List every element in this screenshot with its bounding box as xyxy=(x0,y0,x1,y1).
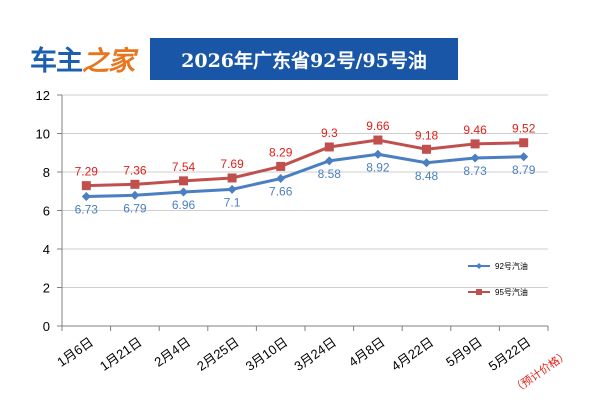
series-2-point xyxy=(130,179,140,189)
legend-marker-1 xyxy=(476,263,482,269)
y-tick-label: 0 xyxy=(43,319,50,334)
series-2-data-label: 9.3 xyxy=(321,126,338,140)
series-2-data-label: 9.66 xyxy=(366,119,390,133)
x-tick-label: 4月22日 xyxy=(389,334,437,374)
series-1-point xyxy=(324,156,334,166)
x-tick-label: 2月4日 xyxy=(151,334,193,369)
series-2-data-label: 7.29 xyxy=(75,165,99,179)
series-1-data-label: 8.73 xyxy=(463,164,487,178)
x-tick-label: 2月25日 xyxy=(194,334,242,374)
series-2-point xyxy=(227,173,237,183)
series-1-data-label: 8.58 xyxy=(318,167,342,181)
legend-label-2: 95号汽油 xyxy=(495,287,528,297)
y-tick-label: 6 xyxy=(43,204,50,219)
y-tick-label: 2 xyxy=(43,281,50,296)
legend-label-1: 92号汽油 xyxy=(495,261,528,271)
series-2-point xyxy=(422,144,431,154)
series-line-2 xyxy=(86,138,524,188)
y-tick-label: 4 xyxy=(43,242,50,257)
series-2-data-label: 8.29 xyxy=(269,145,293,159)
x-tick-label: 3月10日 xyxy=(243,334,291,374)
x-tick-label: 3月24日 xyxy=(291,334,339,374)
series-2-point xyxy=(519,138,529,148)
series-2-point xyxy=(276,161,286,171)
series-1-data-label: 8.79 xyxy=(512,163,536,177)
series-1-point xyxy=(227,184,237,194)
series-1-data-label: 8.48 xyxy=(415,169,439,183)
y-tick-label: 10 xyxy=(36,127,50,142)
series-2-point xyxy=(373,135,383,145)
series-2-point xyxy=(81,181,91,191)
series-line-1 xyxy=(86,152,524,198)
legend-marker-2 xyxy=(476,289,482,295)
brand-logo: 车主 之家 xyxy=(30,36,135,80)
series-1-point xyxy=(276,174,286,184)
x-tick-label: 5月22日 xyxy=(486,334,534,374)
series-1-point xyxy=(130,190,140,200)
y-tick-label: 8 xyxy=(43,165,50,180)
series-2-data-label: 9.46 xyxy=(463,123,487,137)
series-2-data-label: 7.69 xyxy=(220,157,244,171)
series-2-point xyxy=(470,139,480,149)
series-2-point xyxy=(324,142,334,152)
chart-title: 2026年广东省92号/95号油 xyxy=(181,49,427,72)
series-2-data-label: 7.36 xyxy=(123,163,147,177)
x-tick-label: 5月9日 xyxy=(443,334,485,369)
logo-part-1: 车主 xyxy=(30,45,83,77)
series-2-point xyxy=(179,176,188,186)
series-1-point xyxy=(470,153,480,163)
logo-part-2: 之家 xyxy=(82,45,135,77)
series-2-data-label: 9.52 xyxy=(512,122,536,136)
series-1-data-label: 8.92 xyxy=(366,160,390,174)
series-1-point xyxy=(179,187,188,197)
series-1-data-label: 6.96 xyxy=(172,198,196,212)
series-1-data-label: 7.66 xyxy=(269,185,293,199)
x-tick-label: 1月21日 xyxy=(97,334,145,374)
series-1-point xyxy=(81,191,91,201)
y-tick-label: 12 xyxy=(36,88,50,103)
series-1-point xyxy=(373,149,383,159)
x-tick-label: 4月8日 xyxy=(346,334,388,369)
series-1-point xyxy=(519,152,529,162)
series-2-data-label: 9.18 xyxy=(415,128,439,142)
series-1-point xyxy=(422,158,431,168)
chart-title-box: 2026年广东省92号/95号油 xyxy=(150,38,458,80)
series-1-data-label: 7.1 xyxy=(224,195,241,209)
series-2-data-label: 7.54 xyxy=(172,160,196,174)
series-1-data-label: 6.79 xyxy=(123,201,147,215)
x-tick-label: 1月6日 xyxy=(54,334,96,369)
series-1-data-label: 6.73 xyxy=(75,202,99,216)
